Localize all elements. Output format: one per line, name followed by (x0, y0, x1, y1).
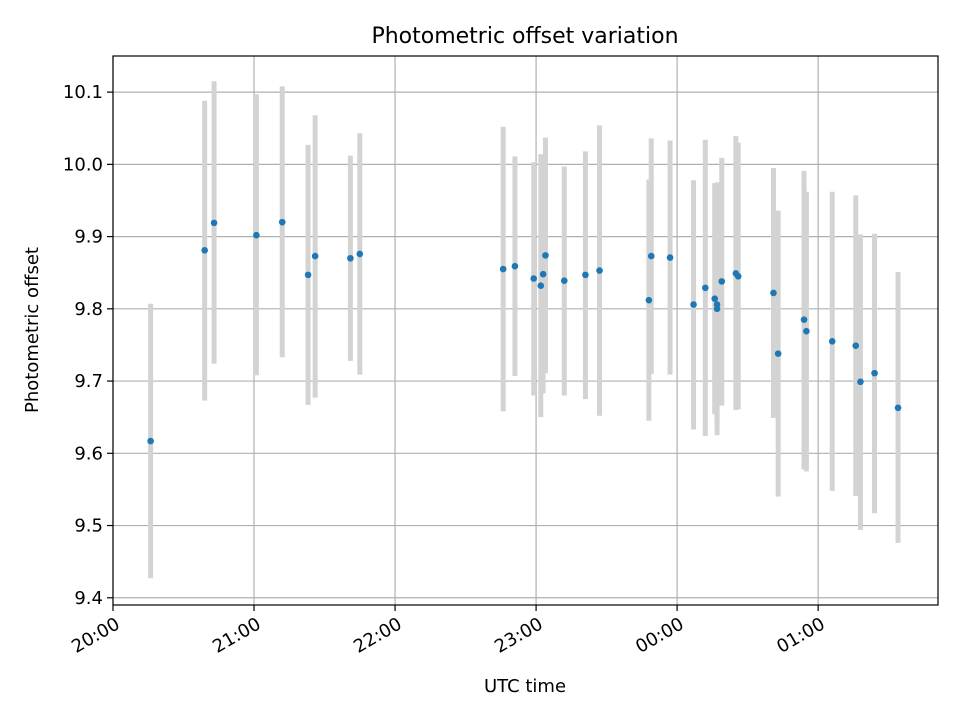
data-point (347, 254, 354, 262)
x-tick-label: 00:00 (632, 614, 687, 658)
data-points (147, 218, 902, 445)
y-tick-label: 9.8 (74, 299, 103, 320)
data-point (803, 327, 810, 335)
data-point (560, 277, 568, 284)
data-point (702, 284, 709, 292)
data-point (828, 338, 836, 345)
y-tick-label: 10.0 (63, 154, 103, 175)
data-point (542, 252, 549, 259)
x-tick-label: 01:00 (773, 614, 828, 658)
data-point (511, 262, 519, 270)
data-point (734, 273, 742, 280)
data-point (499, 265, 507, 273)
y-tick-label: 9.4 (74, 588, 103, 609)
data-point (356, 250, 364, 258)
errorbars (148, 81, 901, 579)
data-point (852, 342, 860, 349)
x-tick-label: 21:00 (209, 614, 264, 658)
data-point (774, 350, 782, 357)
data-point (210, 219, 218, 227)
data-point (530, 275, 538, 282)
y-tick-label: 9.5 (74, 516, 103, 537)
data-point (871, 369, 878, 377)
data-point (311, 252, 319, 260)
data-point (857, 378, 864, 386)
y-tick-label: 10.1 (63, 82, 103, 103)
y-axis-ticks: 9.4 9.5 9.6 9.7 9.8 9.9 10.0 10.1 (63, 82, 113, 609)
data-point (713, 305, 721, 313)
x-tick-label: 23:00 (491, 614, 546, 658)
data-point (304, 271, 312, 279)
data-point (253, 231, 260, 239)
data-point (539, 270, 547, 278)
x-axis-ticks: 20:00 21:00 22:00 23:00 00:00 01:00 (68, 605, 829, 658)
data-point (201, 247, 208, 254)
data-point (147, 437, 154, 445)
chart-title: Photometric offset variation (371, 24, 678, 49)
y-tick-label: 9.6 (74, 443, 103, 464)
data-point (645, 296, 653, 304)
data-point (690, 301, 697, 308)
grid-lines (112, 56, 938, 605)
data-point (666, 254, 674, 261)
data-point (582, 271, 589, 279)
data-point (537, 282, 545, 290)
y-tick-label: 9.7 (74, 371, 103, 392)
data-point (711, 295, 719, 303)
data-point (718, 278, 726, 285)
data-point (894, 404, 902, 412)
y-axis-label: Photometric offset (22, 247, 43, 413)
data-point (770, 289, 777, 297)
x-tick-label: 22:00 (350, 614, 405, 658)
x-tick-label: 20:00 (68, 614, 123, 658)
plot-frame (112, 55, 939, 606)
data-point (278, 218, 286, 226)
data-point (647, 252, 655, 260)
x-axis-label: UTC time (484, 676, 566, 697)
y-tick-label: 9.9 (74, 227, 103, 248)
data-point (800, 316, 808, 323)
data-point (596, 267, 603, 274)
